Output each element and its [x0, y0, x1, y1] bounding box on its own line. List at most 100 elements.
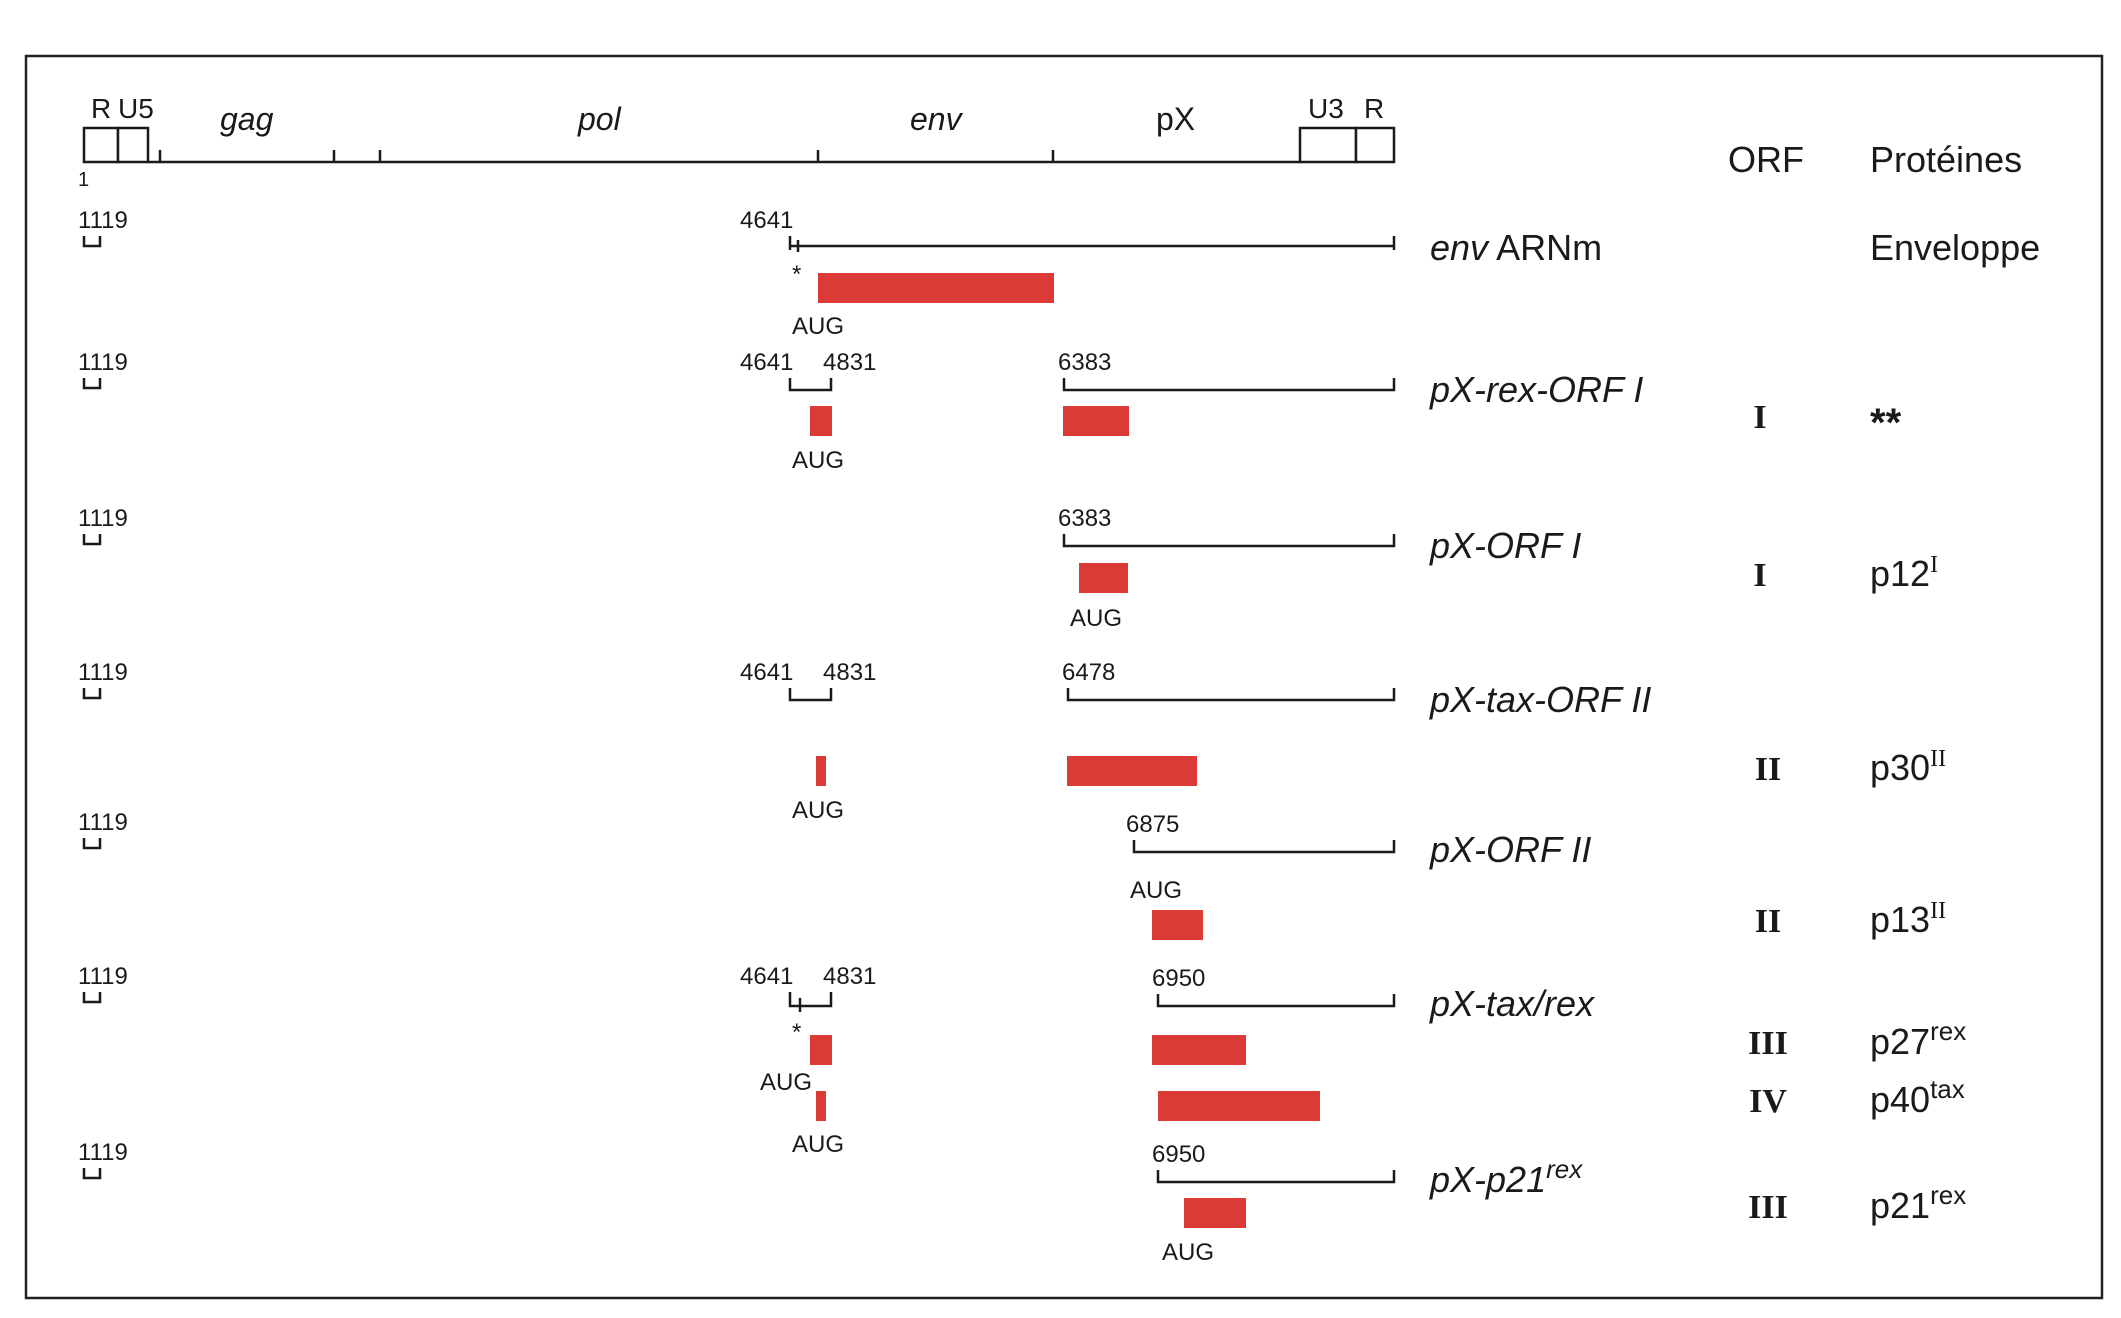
- protein-name: p21rex: [1870, 1180, 1966, 1226]
- orf-number: I: [1753, 399, 1766, 436]
- splice-position-label: 4641: [740, 207, 793, 234]
- orf-bar: [810, 1035, 832, 1065]
- genome-map: R U5 gag pol env pX U3 R 1: [78, 93, 1396, 191]
- leader-exon: [82, 838, 102, 850]
- gene-gag-label: gag: [220, 101, 274, 137]
- leader-position-label: 1119: [78, 207, 128, 234]
- aug-label: AUG: [1162, 1239, 1214, 1266]
- orf-number: IV: [1749, 1083, 1787, 1120]
- exon-line: [788, 992, 833, 1012]
- orf-bar: [1079, 563, 1128, 593]
- protein-name: p27rex: [1870, 1016, 1966, 1062]
- star-marker: *: [792, 1019, 801, 1046]
- aug-label: AUG: [792, 1131, 844, 1158]
- orf-bar: [816, 1091, 826, 1121]
- splice-position-label: 6383: [1058, 505, 1111, 532]
- leader-exon: [82, 992, 102, 1004]
- ltr5-u5-box: [116, 126, 150, 164]
- leader-exon: [82, 1168, 102, 1180]
- leader-position-label: 1119: [78, 1139, 128, 1166]
- ltr3-u3-box: [1298, 126, 1358, 164]
- ltr3-r-label: R: [1364, 93, 1384, 124]
- aug-label: AUG: [792, 447, 844, 474]
- protein-name: p40tax: [1870, 1074, 1965, 1120]
- orf-bar: [1184, 1198, 1246, 1228]
- gene-px-label: pX: [1156, 101, 1195, 137]
- splice-position-label: 4831: [823, 349, 876, 376]
- exon-line: [788, 688, 833, 702]
- figure-frame: [24, 54, 2104, 1300]
- exon-line: [1066, 688, 1396, 702]
- splice-position-label: 6950: [1152, 1141, 1205, 1168]
- orf-bar: [810, 406, 832, 436]
- splice-position-label: 6875: [1126, 811, 1179, 838]
- protein-name: **: [1870, 401, 1902, 445]
- leader-exon: [82, 378, 102, 390]
- orf-number: I: [1753, 557, 1766, 594]
- ltr5-u5-label: U5: [118, 93, 154, 124]
- protein-name: Enveloppe: [1870, 227, 2040, 268]
- transcript-name: pX-ORF II: [1429, 829, 1591, 870]
- leader-position-label: 1119: [78, 349, 128, 376]
- protein-name: p13II: [1870, 898, 1946, 940]
- ltr3-r-box: [1354, 126, 1396, 164]
- splice-position-label: 4641: [740, 659, 793, 686]
- splice-position-label: 6950: [1152, 965, 1205, 992]
- leader-exon: [82, 688, 102, 700]
- transcript-name: pX-ORF I: [1429, 525, 1581, 566]
- ltr5-r-box: [82, 126, 120, 164]
- leader-position-label: 1119: [78, 963, 128, 990]
- transcript-px-tax-rex: 1119 4641 4831 6950 * AUG AUG pX-tax/rex…: [78, 963, 1966, 1158]
- orf-number: II: [1755, 903, 1781, 940]
- leader-exon: [82, 534, 102, 546]
- exon-line: [788, 378, 833, 392]
- leader-position-label: 1119: [78, 809, 128, 836]
- aug-label: AUG: [1070, 605, 1122, 632]
- transcript-px-rex-orf-i: 1119 4641 4831 6383 AUG pX-rex-ORF I I *…: [78, 349, 1902, 474]
- transcript-name: pX-p21rex: [1429, 1154, 1583, 1200]
- aug-label: AUG: [760, 1069, 812, 1096]
- protein-name: p30II: [1870, 746, 1946, 788]
- exon-line: [1062, 378, 1396, 392]
- transcript-name: pX-rex-ORF I: [1429, 369, 1643, 410]
- exon-line: [788, 236, 1396, 252]
- transcript-px-orf-i: 1119 6383 AUG pX-ORF I I p12I: [78, 505, 1938, 632]
- splice-position-label: 4641: [740, 963, 793, 990]
- orf-bar: [1158, 1091, 1320, 1121]
- transcript-px-orf-ii: 1119 6875 AUG pX-ORF II II p13II: [78, 809, 1946, 940]
- leader-position-label: 1119: [78, 659, 128, 686]
- transcript-env: 1119 4641 * AUG env ARNm Enveloppe: [78, 207, 2040, 340]
- aug-label: AUG: [792, 313, 844, 340]
- proteins-column-header: Protéines: [1870, 139, 2022, 180]
- ltr5-r-label: R: [91, 93, 111, 124]
- orf-number: III: [1748, 1025, 1788, 1062]
- orf-bar: [818, 273, 1054, 303]
- splice-position-label: 6383: [1058, 349, 1111, 376]
- transcript-px-p21rex: 1119 6950 AUG pX-p21rex III p21rex: [78, 1139, 1966, 1266]
- orf-column-header: ORF: [1728, 139, 1804, 180]
- splice-position-label: 4831: [823, 659, 876, 686]
- protein-name: p12I: [1870, 552, 1938, 594]
- transcript-name: pX-tax-ORF II: [1429, 679, 1651, 720]
- leader-position-label: 1119: [78, 505, 128, 532]
- orf-bar: [1152, 910, 1203, 940]
- splice-position-label: 4831: [823, 963, 876, 990]
- exon-line: [1156, 1170, 1396, 1184]
- star-marker: *: [792, 261, 801, 288]
- orf-bar: [816, 756, 826, 786]
- exon-line: [1156, 994, 1396, 1008]
- leader-exon: [82, 236, 102, 248]
- gene-env-label: env: [910, 101, 964, 137]
- orf-bar: [1067, 756, 1197, 786]
- gene-pol-label: pol: [577, 101, 622, 137]
- orf-bar: [1152, 1035, 1246, 1065]
- transcript-px-tax-orf-ii: 1119 4641 4831 6478 AUG pX-tax-ORF II II…: [78, 659, 1946, 824]
- exon-line: [1132, 840, 1396, 854]
- genome-start-label: 1: [78, 169, 89, 191]
- ltr3-u3-label: U3: [1308, 93, 1344, 124]
- transcript-name: pX-tax/rex: [1429, 983, 1596, 1024]
- splice-position-label: 6478: [1062, 659, 1115, 686]
- splice-position-label: 4641: [740, 349, 793, 376]
- exon-line: [1062, 534, 1396, 548]
